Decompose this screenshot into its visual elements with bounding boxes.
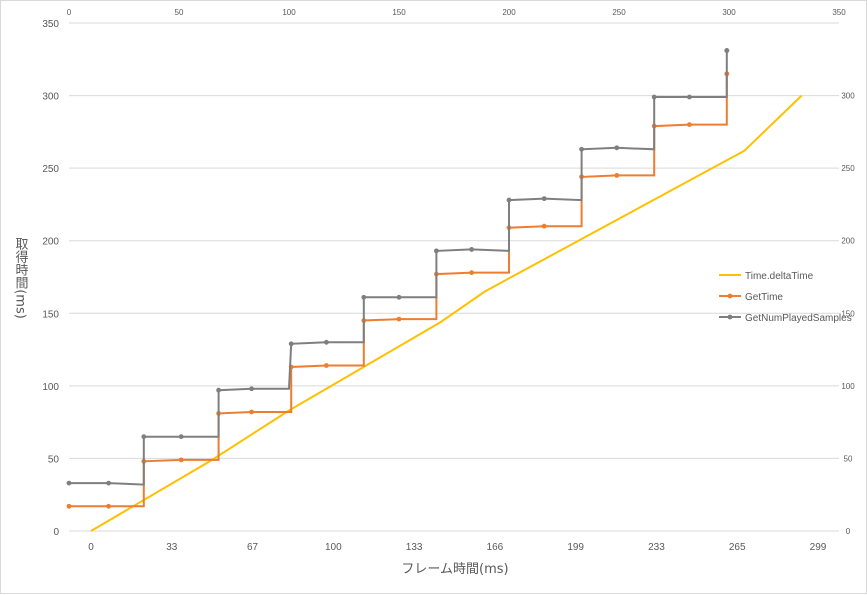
y-axis-left-ticks: 0 50 100 150 200 250 300 350: [42, 19, 59, 538]
y-tick-label-right: 50: [844, 454, 853, 463]
data-point: [324, 339, 329, 345]
series-line: [69, 73, 728, 508]
series-gettime: [66, 71, 730, 509]
y-tick-label-right: 250: [841, 164, 855, 173]
x-axis-top-ticks: 0 50 100 150 200 250 300 350: [67, 8, 846, 17]
series-line: [69, 50, 728, 486]
x-tick-label-top: 50: [175, 8, 184, 17]
x-tick-label-bottom: 100: [325, 542, 342, 553]
legend-marker: [727, 314, 733, 320]
legend-item: GetNumPlayedSamples: [719, 313, 852, 324]
y-tick-label-right: 0: [846, 527, 851, 536]
data-point: [469, 270, 474, 276]
data-point: [396, 316, 402, 322]
data-point: [579, 146, 584, 152]
data-point: [506, 197, 512, 203]
series-layer: [66, 48, 803, 532]
data-point: [288, 341, 294, 347]
y-axis-right-ticks: 0 50 100 150 200 250 300: [841, 92, 855, 536]
x-tick-label-bottom: 199: [567, 542, 584, 553]
x-tick-label-bottom: 299: [810, 542, 827, 553]
legend-marker: [727, 293, 733, 299]
y-tick-label-left: 50: [48, 454, 60, 465]
data-point: [687, 94, 692, 100]
data-point: [249, 409, 255, 415]
y-tick-label-left: 0: [53, 527, 59, 538]
data-point: [178, 434, 184, 440]
y-tick-label-left: 300: [42, 92, 59, 103]
x-tick-label-bottom: 265: [729, 542, 746, 553]
x-tick-label-bottom: 133: [406, 542, 423, 553]
x-tick-label-top: 150: [392, 8, 406, 17]
x-tick-label-top: 300: [722, 8, 736, 17]
data-point: [614, 173, 620, 178]
data-point: [469, 247, 474, 252]
series-line: [90, 94, 803, 532]
series-time-deltatime: [90, 94, 803, 532]
legend: Time.deltaTime GetTime GetNumPlayedSamples: [719, 271, 852, 324]
y-tick-label-left: 150: [42, 309, 59, 320]
x-tick-label-bottom: 166: [487, 542, 504, 553]
legend-label: Time.deltaTime: [745, 271, 814, 282]
x-axis-title: フレーム時間(ms): [401, 562, 508, 577]
x-tick-label-top: 350: [832, 8, 846, 17]
y-tick-label-left: 200: [42, 237, 59, 248]
data-point: [178, 457, 184, 463]
data-point: [651, 94, 657, 100]
gridlines: [69, 22, 839, 532]
data-point: [141, 434, 147, 440]
data-point: [396, 294, 402, 300]
y-axis-title: 取得時間(ms): [13, 237, 29, 319]
legend-label: GetNumPlayedSamples: [745, 313, 852, 324]
x-tick-label-bottom: 233: [648, 542, 665, 553]
data-point: [324, 363, 329, 368]
data-point: [724, 48, 730, 53]
x-tick-label-bottom: 33: [166, 542, 178, 553]
data-point: [66, 503, 72, 509]
y-tick-label-right: 200: [841, 237, 855, 246]
x-tick-label-top: 0: [67, 8, 72, 17]
y-tick-label-left: 350: [42, 19, 59, 30]
x-axis-bottom-ticks: 0 33 67 100 133 166 199 233 265 299: [88, 542, 827, 553]
x-tick-label-top: 100: [282, 8, 296, 17]
data-point: [361, 294, 367, 300]
legend-label: GetTime: [745, 292, 783, 303]
data-point: [541, 223, 547, 229]
x-tick-label-top: 200: [502, 8, 516, 17]
y-tick-label-right: 300: [841, 92, 855, 101]
legend-item: Time.deltaTime: [719, 271, 814, 282]
series-getnumplayedsamples: [66, 48, 730, 486]
data-point: [216, 387, 222, 393]
data-point: [434, 248, 439, 254]
y-tick-label-left: 250: [42, 164, 59, 175]
data-point: [614, 145, 620, 151]
y-tick-label-right: 150: [841, 309, 855, 318]
data-point: [687, 122, 692, 127]
x-tick-label-top: 250: [612, 8, 626, 17]
x-tick-label-bottom: 67: [247, 542, 259, 553]
data-point: [66, 480, 72, 486]
data-point: [541, 196, 547, 202]
data-point: [106, 480, 111, 486]
y-tick-label-right: 100: [841, 382, 855, 391]
y-tick-label-left: 100: [42, 382, 59, 393]
data-point: [106, 503, 111, 509]
legend-item: GetTime: [719, 292, 783, 303]
x-tick-label-bottom: 0: [88, 542, 94, 553]
data-point: [249, 386, 255, 392]
